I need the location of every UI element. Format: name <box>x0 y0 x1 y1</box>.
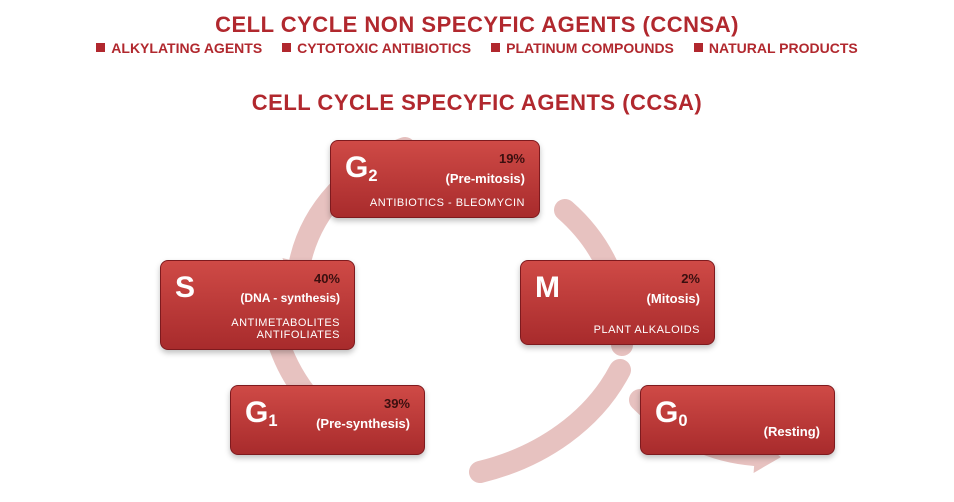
phase-code-main: G <box>345 151 368 184</box>
diagram-stage: CELL CYCLE NON SPECYFIC AGENTS (CCNSA) A… <box>0 0 954 502</box>
phase-detail: ANTIMETABOLITESANTIFOLIATES <box>231 317 340 341</box>
phase-box: M 2% (Mitosis) PLANT ALKALOIDS <box>520 260 715 345</box>
legend-row: ALKYLATING AGENTS CYTOTOXIC ANTIBIOTICS PL… <box>0 40 954 56</box>
legend-item: NATURAL PRODUCTS <box>694 40 858 56</box>
legend-item-label: PLATINUM COMPOUNDS <box>506 40 674 56</box>
title-ccnsa: CELL CYCLE NON SPECYFIC AGENTS (CCNSA) <box>0 12 954 38</box>
phase-code-main: G <box>655 396 678 429</box>
phase-code-sub: 1 <box>268 412 277 430</box>
phase-label: (Mitosis) <box>647 291 700 306</box>
phase-percent: 40% <box>314 271 340 286</box>
phase-detail-line: PLANT ALKALOIDS <box>594 324 700 336</box>
phase-code-main: G <box>245 396 268 429</box>
phase-box: S 40% (DNA - synthesis) ANTIMETABOLITESANTI… <box>160 260 355 350</box>
legend-bullet-icon <box>282 43 291 52</box>
phase-code: G2 <box>345 151 378 186</box>
legend-bullet-icon <box>694 43 703 52</box>
legend-item: CYTOTOXIC ANTIBIOTICS <box>282 40 471 56</box>
phase-detail: PLANT ALKALOIDS <box>594 324 700 336</box>
phase-code-sub: 0 <box>678 412 687 430</box>
phase-code-main: M <box>535 271 560 304</box>
legend-item: ALKYLATING AGENTS <box>96 40 262 56</box>
phase-percent: 39% <box>384 396 410 411</box>
phase-percent: 19% <box>499 151 525 166</box>
phase-box: G1 39% (Pre-synthesis) <box>230 385 425 455</box>
phase-detail: ANTIBIOTICS - BLEOMYCIN <box>370 197 525 209</box>
phase-box: G0 (Resting) <box>640 385 835 455</box>
phase-detail-line: ANTIMETABOLITES <box>231 317 340 329</box>
phase-label: (Pre-mitosis) <box>446 171 525 186</box>
phase-code: G1 <box>245 396 278 431</box>
phase-code: G0 <box>655 396 688 431</box>
legend-item-label: CYTOTOXIC ANTIBIOTICS <box>297 40 471 56</box>
phase-code-main: S <box>175 271 195 304</box>
phase-label: (DNA - synthesis) <box>240 291 340 305</box>
phase-percent: 2% <box>681 271 700 286</box>
phase-code-sub: 2 <box>368 167 377 185</box>
legend-bullet-icon <box>96 43 105 52</box>
phase-box: G2 19% (Pre-mitosis) ANTIBIOTICS - BLEOMYCI… <box>330 140 540 218</box>
legend-item: PLATINUM COMPOUNDS <box>491 40 674 56</box>
legend-bullet-icon <box>491 43 500 52</box>
phase-code: S <box>175 271 195 305</box>
phase-detail-line: ANTIFOLIATES <box>231 329 340 341</box>
phase-label: (Pre-synthesis) <box>316 416 410 431</box>
legend-item-label: ALKYLATING AGENTS <box>111 40 262 56</box>
title-ccsa: CELL CYCLE SPECYFIC AGENTS (CCSA) <box>0 90 954 116</box>
legend-item-label: NATURAL PRODUCTS <box>709 40 858 56</box>
phase-code: M <box>535 271 560 305</box>
phase-detail-line: ANTIBIOTICS - BLEOMYCIN <box>370 197 525 209</box>
phase-label: (Resting) <box>764 424 820 439</box>
